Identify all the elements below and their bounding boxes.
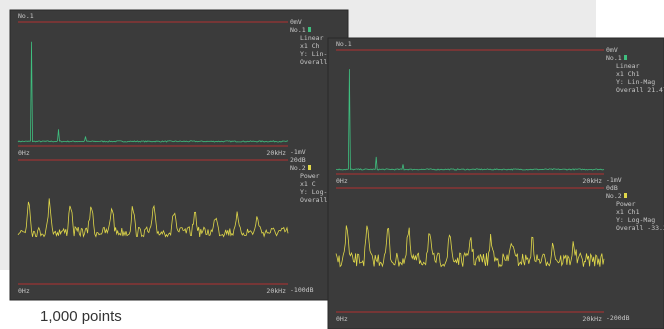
y-min-label: -100dB [290, 286, 314, 294]
spectrum-trace [17, 198, 289, 238]
y-min-label: -1mV [290, 148, 306, 156]
screen-bg [327, 37, 664, 329]
x-max-label: 20kHz [582, 315, 602, 323]
info-text: No.1 [290, 26, 306, 34]
info-text: No.2 [290, 164, 306, 172]
x-min-label: 0Hz [18, 287, 30, 295]
info-text: x1 Ch1 [616, 70, 640, 78]
spectrum-trace [336, 69, 605, 171]
legend-swatch [624, 193, 627, 198]
y-min-label: -1mV [606, 176, 622, 184]
info-text: x1 C [300, 180, 316, 188]
y-max-label: 0dB [606, 184, 618, 192]
legend-swatch [308, 27, 311, 32]
x-min-label: 0Hz [18, 149, 30, 157]
info-text: x1 Ch [300, 42, 320, 50]
legend-swatch [624, 55, 627, 60]
info-text: Power [300, 172, 320, 180]
info-text: No.1 [606, 54, 622, 62]
y-min-label: -200dB [606, 314, 630, 322]
info-text: Overall 21.475mV [616, 86, 664, 94]
screen-id: No.1 [336, 40, 352, 48]
x-max-label: 20kHz [582, 177, 602, 185]
y-max-label: 20dB [290, 156, 306, 164]
info-text: Overall -33.36dB [616, 224, 664, 232]
x-max-label: 20kHz [266, 287, 286, 295]
x-max-label: 20kHz [266, 149, 286, 157]
spectrum-trace [335, 225, 605, 268]
screen-bg [9, 9, 349, 301]
info-text: Overall -3 [300, 196, 339, 204]
info-text: Y: Lin-Mag [300, 50, 339, 58]
info-text: x1 Ch1 [616, 208, 640, 216]
info-text: Linear [300, 34, 324, 42]
screen-id: No.1 [18, 12, 34, 20]
x-min-label: 0Hz [336, 315, 348, 323]
y-max-label: 0mV [606, 46, 618, 54]
x-min-label: 0Hz [336, 177, 348, 185]
legend-swatch [308, 165, 311, 170]
info-text: Linear [616, 62, 640, 70]
spectrum-trace [17, 41, 289, 143]
y-max-label: 0mV [290, 18, 302, 26]
info-text: Y: Lin-Mag [616, 78, 655, 86]
info-text: Y: Log-Mag [300, 188, 339, 196]
info-text: No.2 [606, 192, 622, 200]
info-text: Power [616, 200, 636, 208]
caption: 1,000 points [40, 308, 122, 325]
info-text: Overall 21 [300, 58, 339, 66]
info-text: Y: Log-Mag [616, 216, 655, 224]
